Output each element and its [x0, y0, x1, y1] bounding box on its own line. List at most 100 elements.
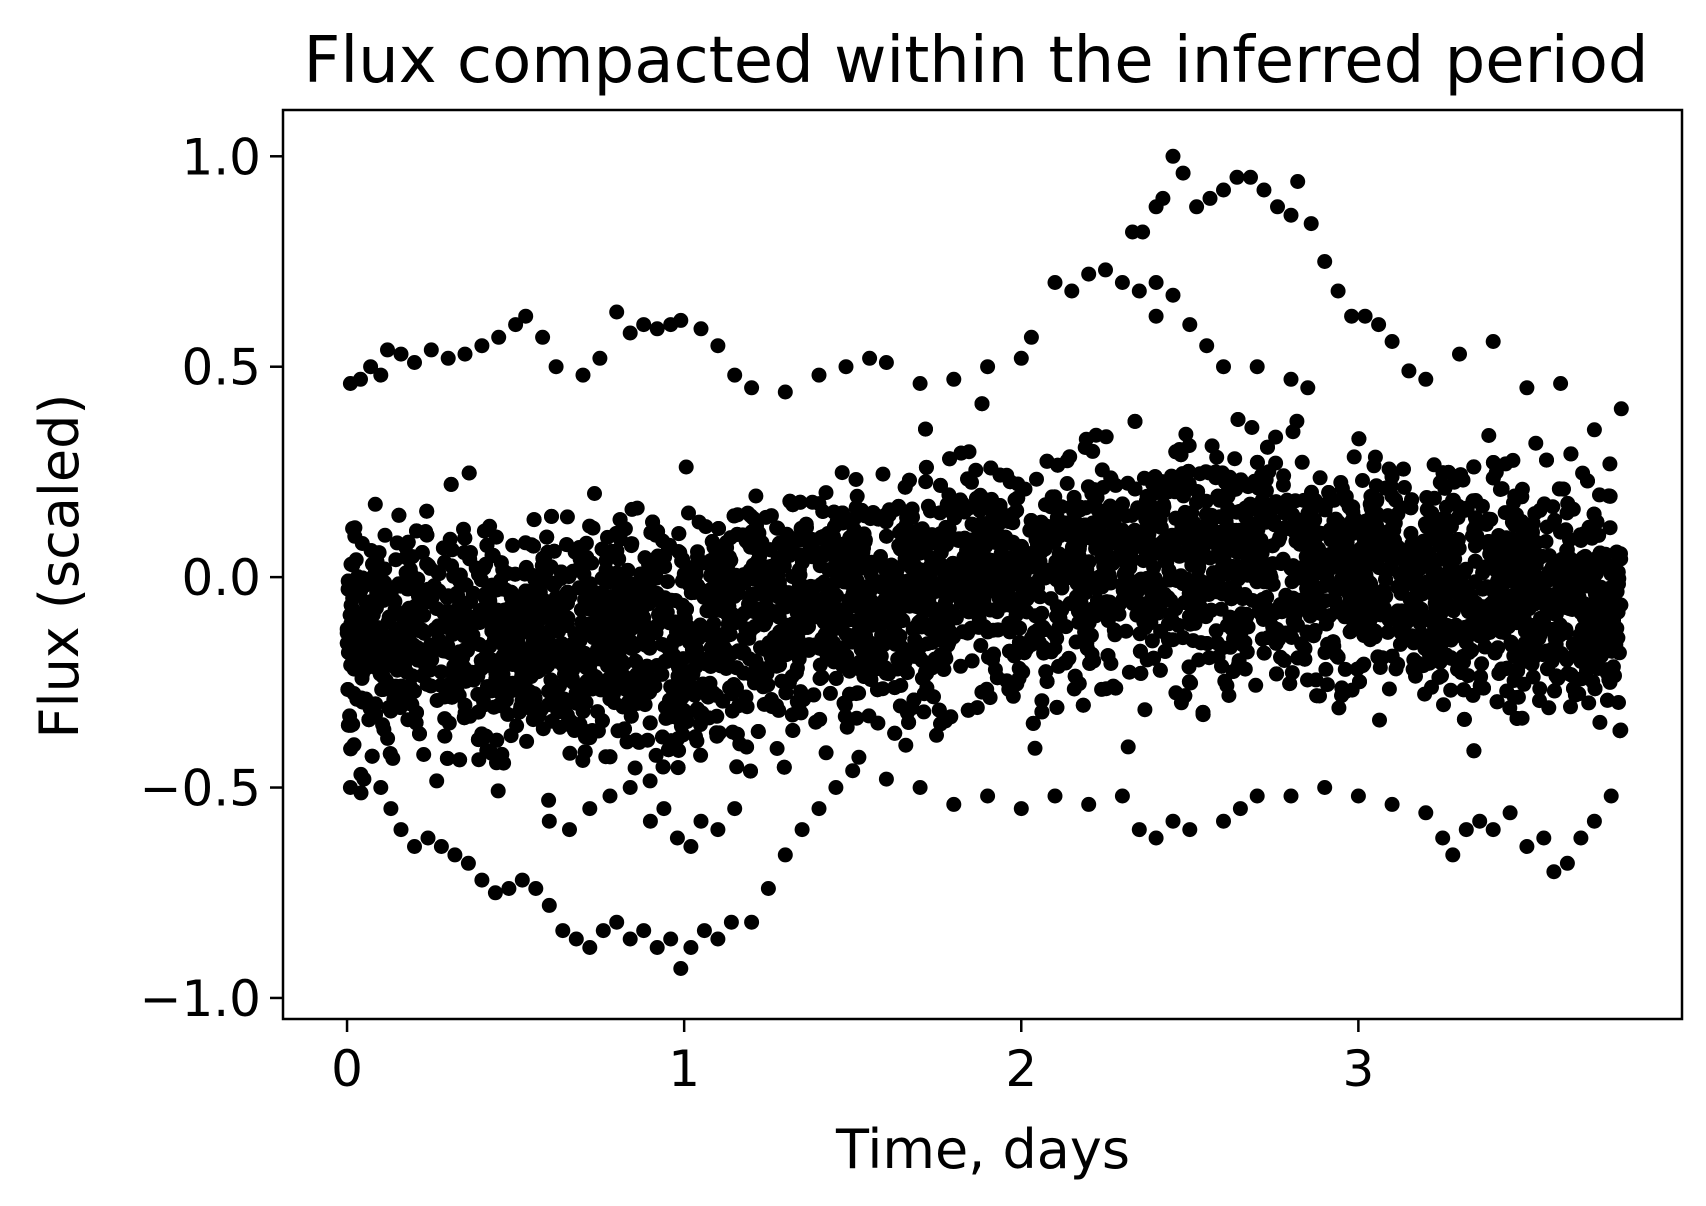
data-point — [363, 359, 379, 375]
data-point — [582, 801, 598, 817]
data-point — [731, 698, 747, 714]
data-point — [1137, 529, 1153, 545]
data-point — [465, 627, 481, 643]
data-point — [1244, 420, 1260, 435]
data-point — [1303, 216, 1319, 232]
chart-title: Flux compacted within the inferred perio… — [304, 24, 1649, 98]
data-point — [343, 741, 359, 757]
data-point — [660, 540, 676, 556]
data-point — [1221, 688, 1237, 703]
data-point — [842, 686, 858, 702]
data-point — [482, 518, 498, 534]
data-point — [1273, 556, 1289, 571]
data-point — [581, 601, 597, 617]
data-point — [1165, 287, 1181, 303]
data-point — [559, 652, 575, 668]
data-point — [1381, 681, 1397, 697]
data-point — [353, 785, 369, 801]
data-point — [777, 847, 793, 863]
data-point — [1380, 508, 1396, 524]
data-point — [1602, 456, 1618, 472]
data-point — [1297, 651, 1313, 667]
data-point — [1198, 493, 1214, 509]
data-point — [1092, 569, 1108, 585]
data-point — [1202, 190, 1218, 206]
data-point — [514, 872, 530, 888]
data-point — [353, 583, 369, 599]
data-point — [1005, 688, 1021, 704]
data-point — [912, 780, 928, 795]
data-point — [671, 526, 687, 542]
data-point — [849, 613, 864, 629]
data-point — [440, 350, 456, 366]
data-point — [1120, 739, 1136, 755]
data-point — [1533, 579, 1548, 595]
data-point — [918, 474, 934, 490]
data-point — [574, 562, 590, 578]
data-point — [931, 702, 947, 718]
data-point — [1307, 623, 1323, 638]
data-point — [512, 603, 528, 619]
data-point — [423, 678, 439, 694]
data-point — [487, 885, 503, 901]
data-point — [505, 537, 521, 553]
data-point — [792, 643, 808, 659]
data-point — [602, 788, 618, 804]
data-point — [1181, 674, 1197, 690]
data-point — [400, 534, 416, 550]
data-point — [640, 732, 656, 748]
data-point — [1404, 492, 1420, 508]
data-point — [1478, 516, 1494, 532]
data-point — [846, 522, 862, 538]
data-point — [1564, 594, 1580, 610]
data-point — [1210, 488, 1226, 504]
data-point — [748, 488, 764, 504]
data-point — [457, 530, 473, 546]
data-point — [982, 602, 998, 618]
data-point — [1031, 634, 1047, 650]
data-point — [1114, 275, 1130, 290]
data-point — [1330, 283, 1346, 299]
data-point — [1394, 603, 1410, 619]
data-point — [1453, 665, 1469, 680]
data-point — [1272, 603, 1288, 619]
data-point — [662, 615, 678, 631]
data-point — [1590, 558, 1605, 574]
data-point — [770, 520, 786, 536]
data-point — [1002, 643, 1017, 659]
data-point — [1355, 473, 1370, 488]
data-point — [1533, 645, 1549, 661]
data-point — [433, 839, 449, 854]
data-point — [933, 477, 948, 493]
data-point — [342, 607, 358, 623]
data-point — [960, 471, 976, 487]
data-point — [355, 570, 370, 586]
data-point — [1127, 481, 1143, 497]
data-point — [1510, 689, 1526, 705]
data-point — [1063, 560, 1079, 575]
data-point — [1573, 830, 1589, 846]
data-point — [693, 813, 709, 829]
data-point — [1319, 677, 1335, 693]
data-point — [1175, 165, 1191, 181]
data-point — [826, 613, 842, 629]
data-point — [1587, 681, 1603, 697]
data-point — [758, 509, 774, 525]
data-point — [980, 788, 996, 804]
data-point — [1289, 413, 1305, 429]
data-point — [673, 961, 689, 976]
data-point — [1285, 613, 1301, 629]
data-point — [689, 733, 705, 749]
data-point — [693, 747, 709, 763]
data-point — [723, 914, 739, 930]
data-point — [892, 541, 908, 557]
data-point — [683, 940, 699, 955]
data-point — [1216, 359, 1231, 375]
data-point — [373, 780, 389, 795]
data-point — [612, 512, 628, 528]
data-point — [1256, 645, 1272, 661]
data-point — [1146, 560, 1162, 575]
data-point — [1266, 514, 1282, 529]
data-point — [1424, 679, 1439, 695]
